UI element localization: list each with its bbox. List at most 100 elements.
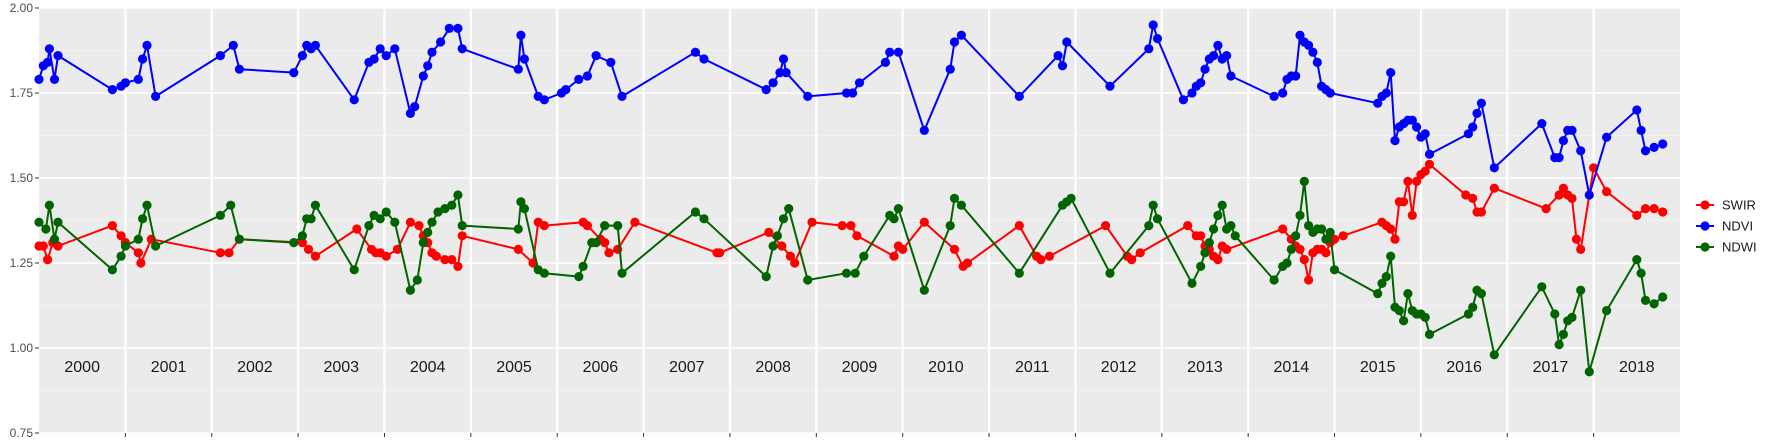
ndwi-point xyxy=(1217,200,1227,210)
ndwi-point xyxy=(418,238,428,248)
ndwi-point xyxy=(1399,316,1409,326)
year-label: 2013 xyxy=(1187,359,1223,376)
swir-point xyxy=(1576,244,1586,254)
ndwi-point xyxy=(778,214,789,224)
ndwi-point xyxy=(53,217,63,227)
ndwi-point xyxy=(539,268,549,278)
ndvi-point xyxy=(34,74,44,84)
ndwi-point xyxy=(1394,306,1404,316)
ndwi-point xyxy=(803,275,813,285)
ndvi-point xyxy=(375,44,385,54)
ndwi-point xyxy=(375,214,385,224)
swir-point xyxy=(1554,190,1564,200)
ndwi-point xyxy=(578,261,588,271)
swir-point xyxy=(1461,190,1471,200)
ndvi-point xyxy=(1213,40,1223,51)
ndvi-point xyxy=(1424,149,1435,159)
ndvi-point xyxy=(1325,88,1335,98)
ndvi-point xyxy=(1632,105,1642,115)
ndwi-point xyxy=(1420,312,1430,322)
y-tick-label: 1.00 xyxy=(10,341,34,355)
swir-point xyxy=(582,221,593,231)
ndvi-point xyxy=(444,23,454,33)
ndwi-point xyxy=(1187,278,1197,288)
y-tick-label: 1.25 xyxy=(10,256,34,270)
year-label: 2000 xyxy=(64,359,100,376)
swir-point xyxy=(790,258,800,268)
legend-key-point xyxy=(1700,200,1710,210)
ndvi-point xyxy=(1489,163,1499,173)
ndvi-point xyxy=(519,54,530,64)
year-label: 2002 xyxy=(237,359,273,376)
swir-point xyxy=(1567,193,1577,203)
ndvi-point xyxy=(381,51,391,61)
ndwi-point xyxy=(1554,340,1564,350)
year-label: 2008 xyxy=(755,359,791,376)
ndvi-point xyxy=(591,51,601,61)
legend-key-point xyxy=(1700,221,1710,231)
ndwi-point xyxy=(600,221,610,231)
swir-point xyxy=(764,227,774,237)
ndwi-point xyxy=(1602,306,1612,316)
swir-point xyxy=(1183,221,1193,231)
ndwi-point xyxy=(1200,248,1210,258)
swir-point xyxy=(1278,224,1288,234)
ndvi-point xyxy=(1105,81,1115,91)
ndvi-point xyxy=(228,40,238,51)
swir-point xyxy=(136,258,146,268)
ndwi-point xyxy=(1209,224,1219,234)
legend-label: NDWI xyxy=(1722,240,1757,255)
swir-point xyxy=(889,251,899,261)
swir-point xyxy=(777,241,787,251)
year-label: 2001 xyxy=(151,359,187,376)
ndwi-point xyxy=(1213,210,1223,220)
series-layer xyxy=(34,20,1668,377)
ndvi-point xyxy=(151,91,161,101)
swir-point xyxy=(1476,207,1486,217)
ndwi-point xyxy=(234,234,244,244)
legend-item-swir: SWIR xyxy=(1696,198,1756,213)
swir-point xyxy=(1649,204,1659,214)
swir-point xyxy=(53,241,63,251)
swir-point xyxy=(303,244,314,254)
ndwi-point xyxy=(289,238,299,248)
swir-point xyxy=(949,244,960,254)
ndwi-point xyxy=(1196,261,1206,271)
swir-point xyxy=(1299,255,1309,265)
swir-point xyxy=(630,217,640,227)
swir-point xyxy=(1558,183,1568,193)
ndwi-point xyxy=(447,200,457,210)
year-label: 2012 xyxy=(1101,359,1137,376)
ndvi-point xyxy=(1658,139,1668,149)
ndwi-point xyxy=(519,204,530,214)
ndvi-point xyxy=(803,91,813,101)
ndvi-point xyxy=(1278,88,1288,98)
ndvi-point xyxy=(453,23,463,33)
ndwi-point xyxy=(151,241,161,251)
legend-label: NDVI xyxy=(1722,219,1753,234)
ndvi-point xyxy=(761,85,771,95)
ndwi-point xyxy=(1576,285,1586,295)
ndvi-point xyxy=(1649,142,1659,152)
swir-point xyxy=(297,238,307,248)
ndwi-point xyxy=(1640,295,1651,305)
x-axis: 2000 2001 2002 2003 2004 2005 2006 2007 2008 2009… xyxy=(64,359,1655,437)
ndwi-point xyxy=(49,234,60,244)
ndwi-point xyxy=(34,217,44,227)
ndwi-point xyxy=(440,204,450,214)
ndvi-point xyxy=(1602,132,1612,142)
ndvi-point xyxy=(516,30,526,40)
ndwi-point xyxy=(699,214,709,224)
ndwi-point xyxy=(1386,251,1396,261)
year-label: 2011 xyxy=(1015,359,1050,376)
ndvi-point xyxy=(1187,88,1197,98)
ndvi-point xyxy=(1053,51,1063,61)
ndwi-point xyxy=(513,224,523,234)
ndwi-point xyxy=(1537,282,1547,292)
ndwi-point xyxy=(613,221,623,231)
swir-point xyxy=(1213,255,1223,265)
series-ndvi xyxy=(34,20,1668,200)
ndvi-point xyxy=(574,74,584,84)
swir-point xyxy=(352,224,362,234)
swir-point xyxy=(604,248,614,258)
